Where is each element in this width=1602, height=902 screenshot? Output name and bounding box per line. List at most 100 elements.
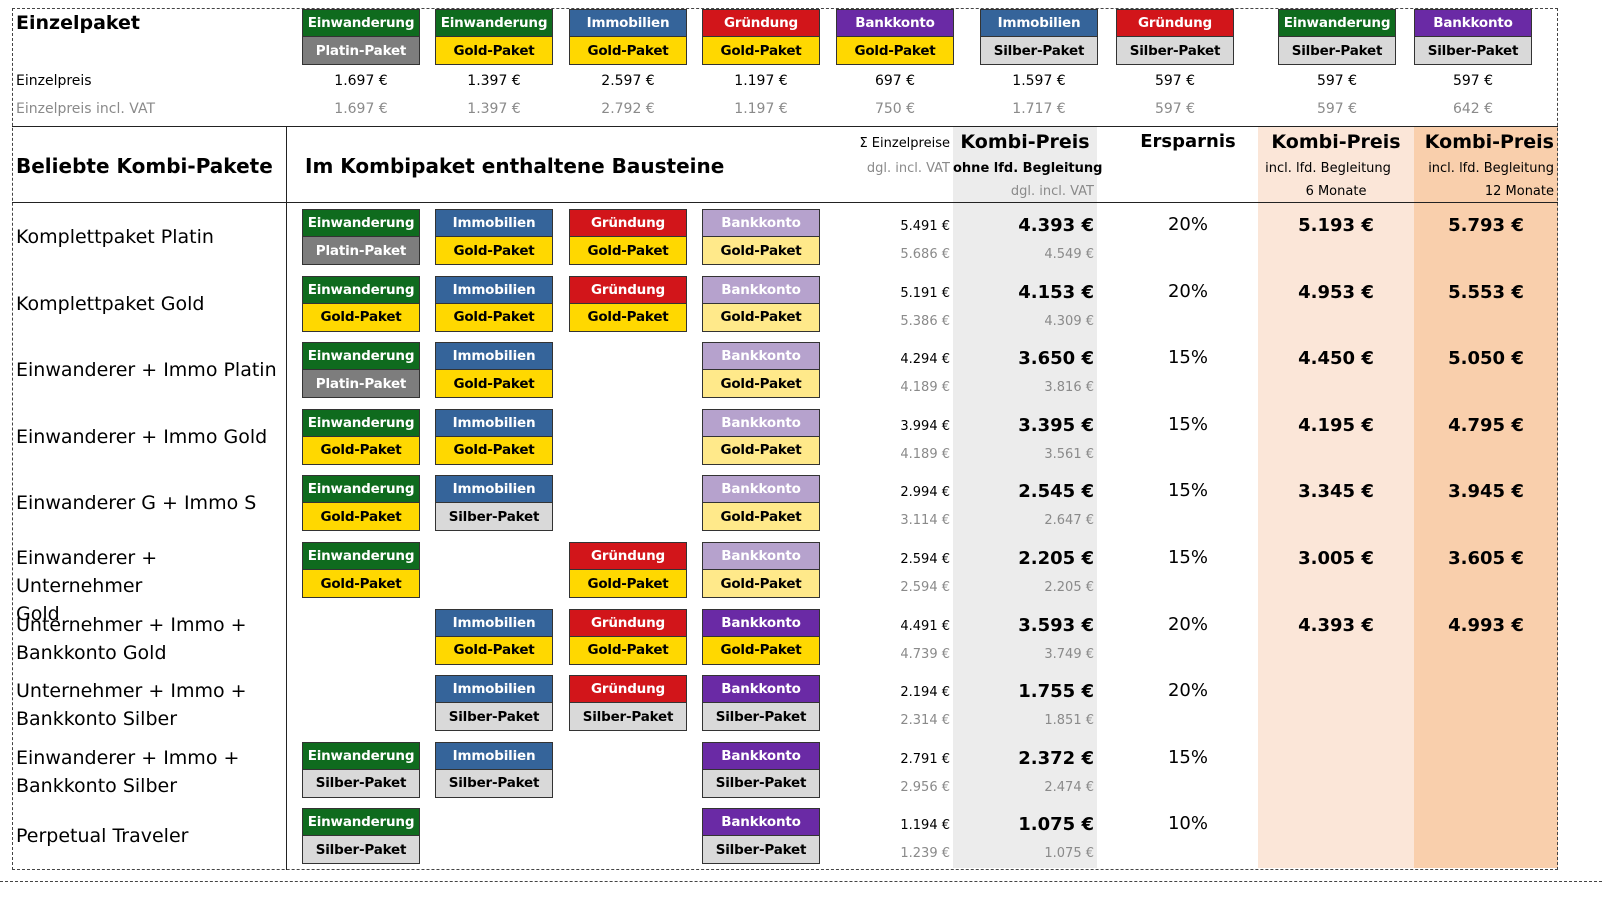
divider-top xyxy=(12,126,1558,127)
combo-savings: 10% xyxy=(1167,813,1208,835)
tile-category: Einwanderung xyxy=(302,408,420,437)
package-tile: Einwanderung Gold-Paket xyxy=(302,542,420,598)
combo-kombi-price: 1.755 € xyxy=(1018,681,1094,703)
tile-tier: Gold-Paket xyxy=(702,636,820,665)
tile-category: Gründung xyxy=(569,608,687,637)
combo-sum: 2.194 € xyxy=(900,685,950,701)
divider-header xyxy=(12,202,1558,203)
combo-kombi12: 3.605 € xyxy=(1448,548,1524,569)
kombi-header-vat: dgl. incl. VAT xyxy=(1010,184,1094,199)
combo-kombi6: 4.450 € xyxy=(1298,348,1374,370)
combo-name: Einwanderer + Immo Gold xyxy=(16,425,268,448)
combo-kombi6: 4.953 € xyxy=(1298,281,1374,303)
tile-category: Einwanderung xyxy=(302,209,420,237)
single-package-tile: Einwanderung Silber-Paket xyxy=(1278,9,1396,65)
combo-savings: 15% xyxy=(1167,746,1208,768)
tile-tier: Gold-Paket xyxy=(435,303,553,332)
kombi-6-column-bg xyxy=(1258,127,1414,868)
combo-kombi6: 3.005 € xyxy=(1298,548,1374,569)
combo-savings: 20% xyxy=(1167,214,1208,235)
combo-name: Unternehmer + Immo + Bankkonto Silber xyxy=(16,680,247,731)
combo-sum: 4.491 € xyxy=(900,618,950,634)
tile-tier: Gold-Paket xyxy=(702,436,820,465)
kombi6-header-title: Kombi-Preis xyxy=(1271,131,1401,153)
tile-category: Gründung xyxy=(569,675,687,704)
kombi6-header-months: 6 Monate xyxy=(1305,184,1367,199)
tile-tier: Gold-Paket xyxy=(702,37,820,65)
tile-category: Gründung xyxy=(569,275,687,304)
combo-name: Komplettpaket Gold xyxy=(16,292,205,315)
tile-category: Einwanderung xyxy=(435,9,553,37)
combo-sum-vat: 2.956 € xyxy=(900,779,950,795)
sum-header: Σ Einzelpreise xyxy=(859,136,950,151)
tile-category: Immobilien xyxy=(435,209,553,237)
combo-kombi12: 5.553 € xyxy=(1448,281,1524,303)
kombi-header-sub: ohne lfd. Begleitung xyxy=(953,161,1103,176)
combo-savings: 15% xyxy=(1167,547,1208,568)
combo-sum-vat: 4.189 € xyxy=(900,446,950,462)
package-tile: Immobilien Gold-Paket xyxy=(435,275,553,332)
tile-category: Bankkonto xyxy=(702,342,820,371)
combo-kombi-vat: 4.549 € xyxy=(1044,247,1094,262)
tile-tier: Silber-Paket xyxy=(702,703,820,732)
combo-savings: 15% xyxy=(1167,413,1208,435)
combo-sum: 5.191 € xyxy=(900,285,950,301)
tile-category: Einwanderung xyxy=(302,475,420,504)
package-tile: Einwanderung Silber-Paket xyxy=(302,808,420,865)
combo-kombi-price: 2.205 € xyxy=(1018,548,1094,569)
tile-tier: Gold-Paket xyxy=(302,303,420,332)
divider-vertical xyxy=(286,126,287,870)
tile-tier: Silber-Paket xyxy=(435,503,553,532)
tile-category: Immobilien xyxy=(435,475,553,504)
single-package-tile: Immobilien Silber-Paket xyxy=(980,9,1098,65)
package-tile: Einwanderung Platin-Paket xyxy=(302,209,420,265)
tile-category: Gründung xyxy=(1116,9,1234,37)
combo-kombi-vat: 4.309 € xyxy=(1044,313,1094,329)
single-price: 597 € xyxy=(1452,73,1494,89)
savings-header: Ersparnis xyxy=(1140,131,1236,152)
combo-sum-vat: 3.114 € xyxy=(900,513,950,529)
tile-category: Immobilien xyxy=(980,9,1098,37)
tile-tier: Silber-Paket xyxy=(302,836,420,865)
combo-sum-vat: 4.739 € xyxy=(900,646,950,662)
tile-tier: Gold-Paket xyxy=(702,570,820,598)
tile-tier: Silber-Paket xyxy=(435,703,553,732)
package-tile: Bankkonto Silber-Paket xyxy=(702,808,820,865)
combo-kombi-price: 2.372 € xyxy=(1018,747,1094,769)
package-tile: Einwanderung Silber-Paket xyxy=(302,741,420,798)
tile-category: Bankkonto xyxy=(702,608,820,637)
single-price-vat: 1.697 € xyxy=(334,101,388,117)
combo-kombi-vat: 3.816 € xyxy=(1044,380,1094,396)
combo-kombi-vat: 2.205 € xyxy=(1044,580,1094,595)
page-title: Einzelpaket xyxy=(16,12,140,34)
tile-tier: Gold-Paket xyxy=(302,436,420,465)
table-frame xyxy=(12,8,1558,870)
combo-kombi12: 5.050 € xyxy=(1448,348,1524,370)
tile-category: Immobilien xyxy=(435,342,553,371)
combo-sum-vat: 5.386 € xyxy=(900,313,950,329)
package-tile: Einwanderung Platin-Paket xyxy=(302,342,420,399)
kombi12-header-sub: incl. lfd. Begleitung xyxy=(1428,161,1554,176)
single-price: 597 € xyxy=(1154,73,1196,89)
single-price-vat: 597 € xyxy=(1154,101,1196,117)
tile-tier: Gold-Paket xyxy=(702,503,820,532)
combo-sum: 2.791 € xyxy=(900,751,950,767)
tile-tier: Gold-Paket xyxy=(569,303,687,332)
combo-sum: 1.194 € xyxy=(900,818,950,834)
single-package-tile: Bankkonto Gold-Paket xyxy=(836,9,954,65)
combo-kombi-price: 3.593 € xyxy=(1018,614,1094,636)
combo-sum: 4.294 € xyxy=(900,352,950,368)
combo-kombi-vat: 1.075 € xyxy=(1044,846,1094,862)
combo-kombi12: 4.795 € xyxy=(1448,414,1524,436)
tile-tier: Silber-Paket xyxy=(302,769,420,798)
package-tile: Bankkonto Gold-Paket xyxy=(702,608,820,665)
combo-kombi-price: 3.650 € xyxy=(1018,348,1094,370)
tile-tier: Gold-Paket xyxy=(435,37,553,65)
tile-category: Immobilien xyxy=(435,741,553,770)
combo-kombi-vat: 2.647 € xyxy=(1044,513,1094,529)
bottom-edge xyxy=(0,881,1602,882)
tile-tier: Platin-Paket xyxy=(302,37,420,65)
package-tile: Immobilien Gold-Paket xyxy=(435,209,553,265)
tile-tier: Gold-Paket xyxy=(569,570,687,598)
tile-category: Einwanderung xyxy=(302,808,420,837)
